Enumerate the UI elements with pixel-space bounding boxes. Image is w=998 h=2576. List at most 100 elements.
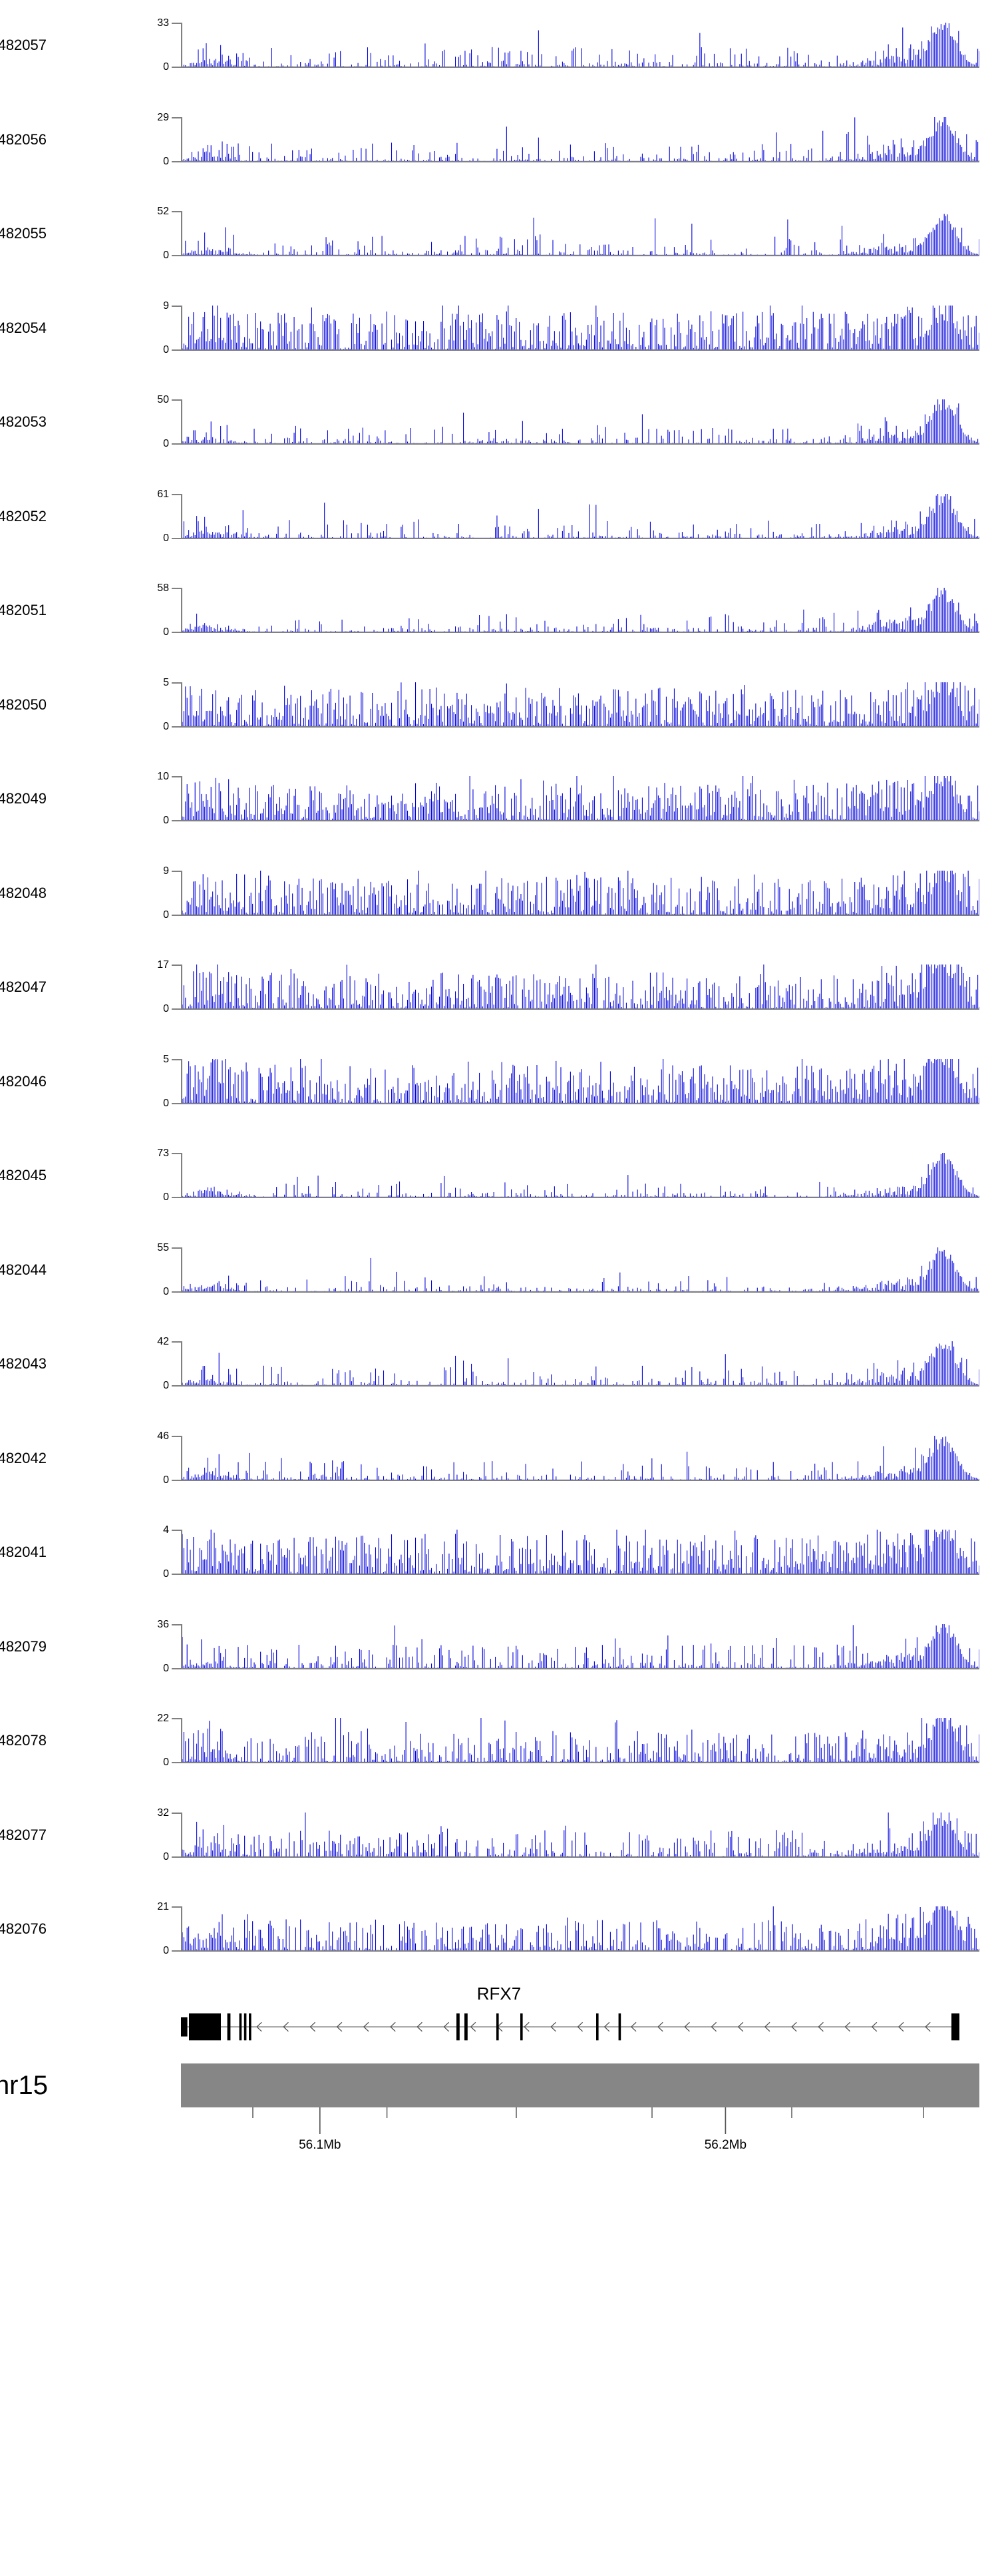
y-axis-max-value: 61	[157, 488, 169, 500]
coverage-histogram	[182, 116, 979, 161]
signal-track[interactable]: GSM6482046 50	[0, 1054, 998, 1108]
signal-track[interactable]: GSM6482055 52 0	[0, 206, 998, 261]
track-label: GSM6482050	[0, 682, 181, 728]
y-axis-tick-min	[172, 1574, 181, 1575]
chromosome-label: chr15	[0, 2071, 181, 2101]
y-axis-max-value: 32	[157, 1807, 169, 1819]
track-label: GSM6482049	[0, 776, 181, 821]
track-plot-area[interactable]: 52 0	[157, 206, 979, 261]
y-axis-tick-max	[172, 588, 181, 589]
y-axis-max-value: 52	[157, 206, 169, 217]
track-plot-area[interactable]: 58 0	[157, 583, 979, 638]
y-axis-max-value: 9	[163, 865, 169, 877]
track-label: GSM6482046	[0, 1059, 181, 1104]
track-plot-area[interactable]: 17 0	[157, 960, 979, 1014]
track-plot-area[interactable]: 32 0	[157, 1807, 979, 1862]
coverage-histogram	[182, 23, 979, 67]
track-plot-area[interactable]: 10 0	[157, 771, 979, 826]
signal-track[interactable]: GSM6482045 73 0	[0, 1148, 998, 1203]
track-plot-area[interactable]: 46 0	[157, 1430, 979, 1485]
signal-track[interactable]: GSM6482049 10 0	[0, 771, 998, 826]
y-axis-line	[181, 588, 182, 633]
y-axis-tick-max	[172, 211, 181, 212]
track-label: GSM6482043	[0, 1341, 181, 1387]
y-axis-line	[181, 493, 182, 539]
coverage-histogram	[182, 305, 979, 349]
y-axis-min-value: 0	[163, 1285, 169, 1297]
signal-track[interactable]: GSM6482053 50 0	[0, 395, 998, 449]
coverage-histogram	[182, 776, 979, 820]
signal-track[interactable]: GSM6482052 61 0	[0, 489, 998, 543]
signal-track[interactable]: GSM648204890	[0, 865, 998, 920]
track-plot-area[interactable]: 29 0	[157, 112, 979, 166]
signal-track[interactable]: GSM6482076 21 0	[0, 1902, 998, 1956]
y-axis-min-value: 0	[163, 155, 169, 167]
ideogram-bar[interactable]	[181, 2063, 979, 2107]
y-axis-min-value: 0	[163, 1191, 169, 1203]
track-plot-area[interactable]: 36 0	[157, 1619, 979, 1673]
track-plot-area[interactable]: 42 0	[157, 1337, 979, 1391]
track-label-text: GSM6482078	[0, 1732, 47, 1749]
y-axis-tick-max	[172, 965, 181, 966]
signal-track[interactable]: GSM648205050	[0, 677, 998, 732]
gene-model-track[interactable]	[181, 2008, 979, 2046]
gene-name-label: RFX7	[476, 1984, 522, 2004]
y-axis-tick-max	[172, 305, 181, 307]
y-axis-tick-max	[172, 1530, 181, 1531]
y-axis-min-value: 0	[163, 438, 169, 449]
signal-track[interactable]: GSM6482051 58 0	[0, 583, 998, 638]
coverage-histogram	[182, 1906, 979, 1950]
signal-track[interactable]: GSM6482077 32 0	[0, 1807, 998, 1862]
signal-track[interactable]: GSM6482079 36 0	[0, 1619, 998, 1673]
y-axis-min-value: 0	[163, 343, 169, 355]
track-baseline	[181, 1479, 979, 1481]
track-label: GSM6482055	[0, 211, 181, 256]
y-axis-min-value: 0	[163, 1662, 169, 1674]
genome-coordinate-ruler[interactable]: 56.1Mb 56.2Mb	[181, 2107, 979, 2167]
track-label: GSM6482078	[0, 1718, 181, 1763]
track-label-text: GSM6482047	[0, 978, 47, 995]
y-axis-min-value: 0	[163, 61, 169, 73]
y-axis-tick-min	[172, 160, 181, 162]
signal-track[interactable]: GSM6482056 29 0	[0, 112, 998, 166]
y-axis-tick-min	[172, 914, 181, 916]
track-label-text: GSM6482046	[0, 1072, 47, 1090]
signal-track[interactable]: GSM6482078 22 0	[0, 1713, 998, 1768]
y-axis-tick-max	[172, 493, 181, 495]
y-axis-max-value: 17	[157, 959, 169, 970]
track-label: GSM6482041	[0, 1530, 181, 1575]
track-plot-area[interactable]: 50 0	[157, 395, 979, 449]
y-axis-line	[181, 776, 182, 821]
signal-track[interactable]: GSM6482043 42 0	[0, 1337, 998, 1391]
track-plot-area[interactable]: 33 0	[157, 18, 979, 73]
track-plot-area[interactable]: 21 0	[157, 1902, 979, 1956]
signal-track[interactable]: GSM648205490	[0, 300, 998, 355]
y-axis-tick-max	[172, 1812, 181, 1814]
signal-track[interactable]: GSM6482044 55 0	[0, 1242, 998, 1297]
coverage-histogram	[182, 965, 979, 1008]
track-plot-area[interactable]: 22 0	[157, 1713, 979, 1768]
ideogram-row: chr15	[0, 2063, 998, 2107]
y-axis-tick-min	[172, 255, 181, 256]
track-plot-area[interactable]: 73 0	[157, 1148, 979, 1203]
y-axis-max-value: 55	[157, 1241, 169, 1253]
track-plot-area[interactable]: 55 0	[157, 1242, 979, 1297]
y-axis-tick-max	[172, 399, 181, 401]
signal-track[interactable]: GSM6482057 33 0	[0, 18, 998, 73]
signal-track[interactable]: GSM648204140	[0, 1525, 998, 1580]
y-axis-max-value: 10	[157, 771, 169, 782]
y-axis-tick-max	[172, 116, 181, 118]
y-axis-max-value: 42	[157, 1336, 169, 1347]
coverage-histogram	[182, 1058, 979, 1103]
track-plot-area[interactable]: 61 0	[157, 489, 979, 543]
coverage-histogram	[182, 399, 979, 443]
signal-track[interactable]: GSM6482047 17 0	[0, 960, 998, 1014]
track-baseline	[181, 1574, 979, 1575]
y-axis-line	[181, 682, 182, 728]
signal-track[interactable]: GSM6482042 46 0	[0, 1430, 998, 1485]
